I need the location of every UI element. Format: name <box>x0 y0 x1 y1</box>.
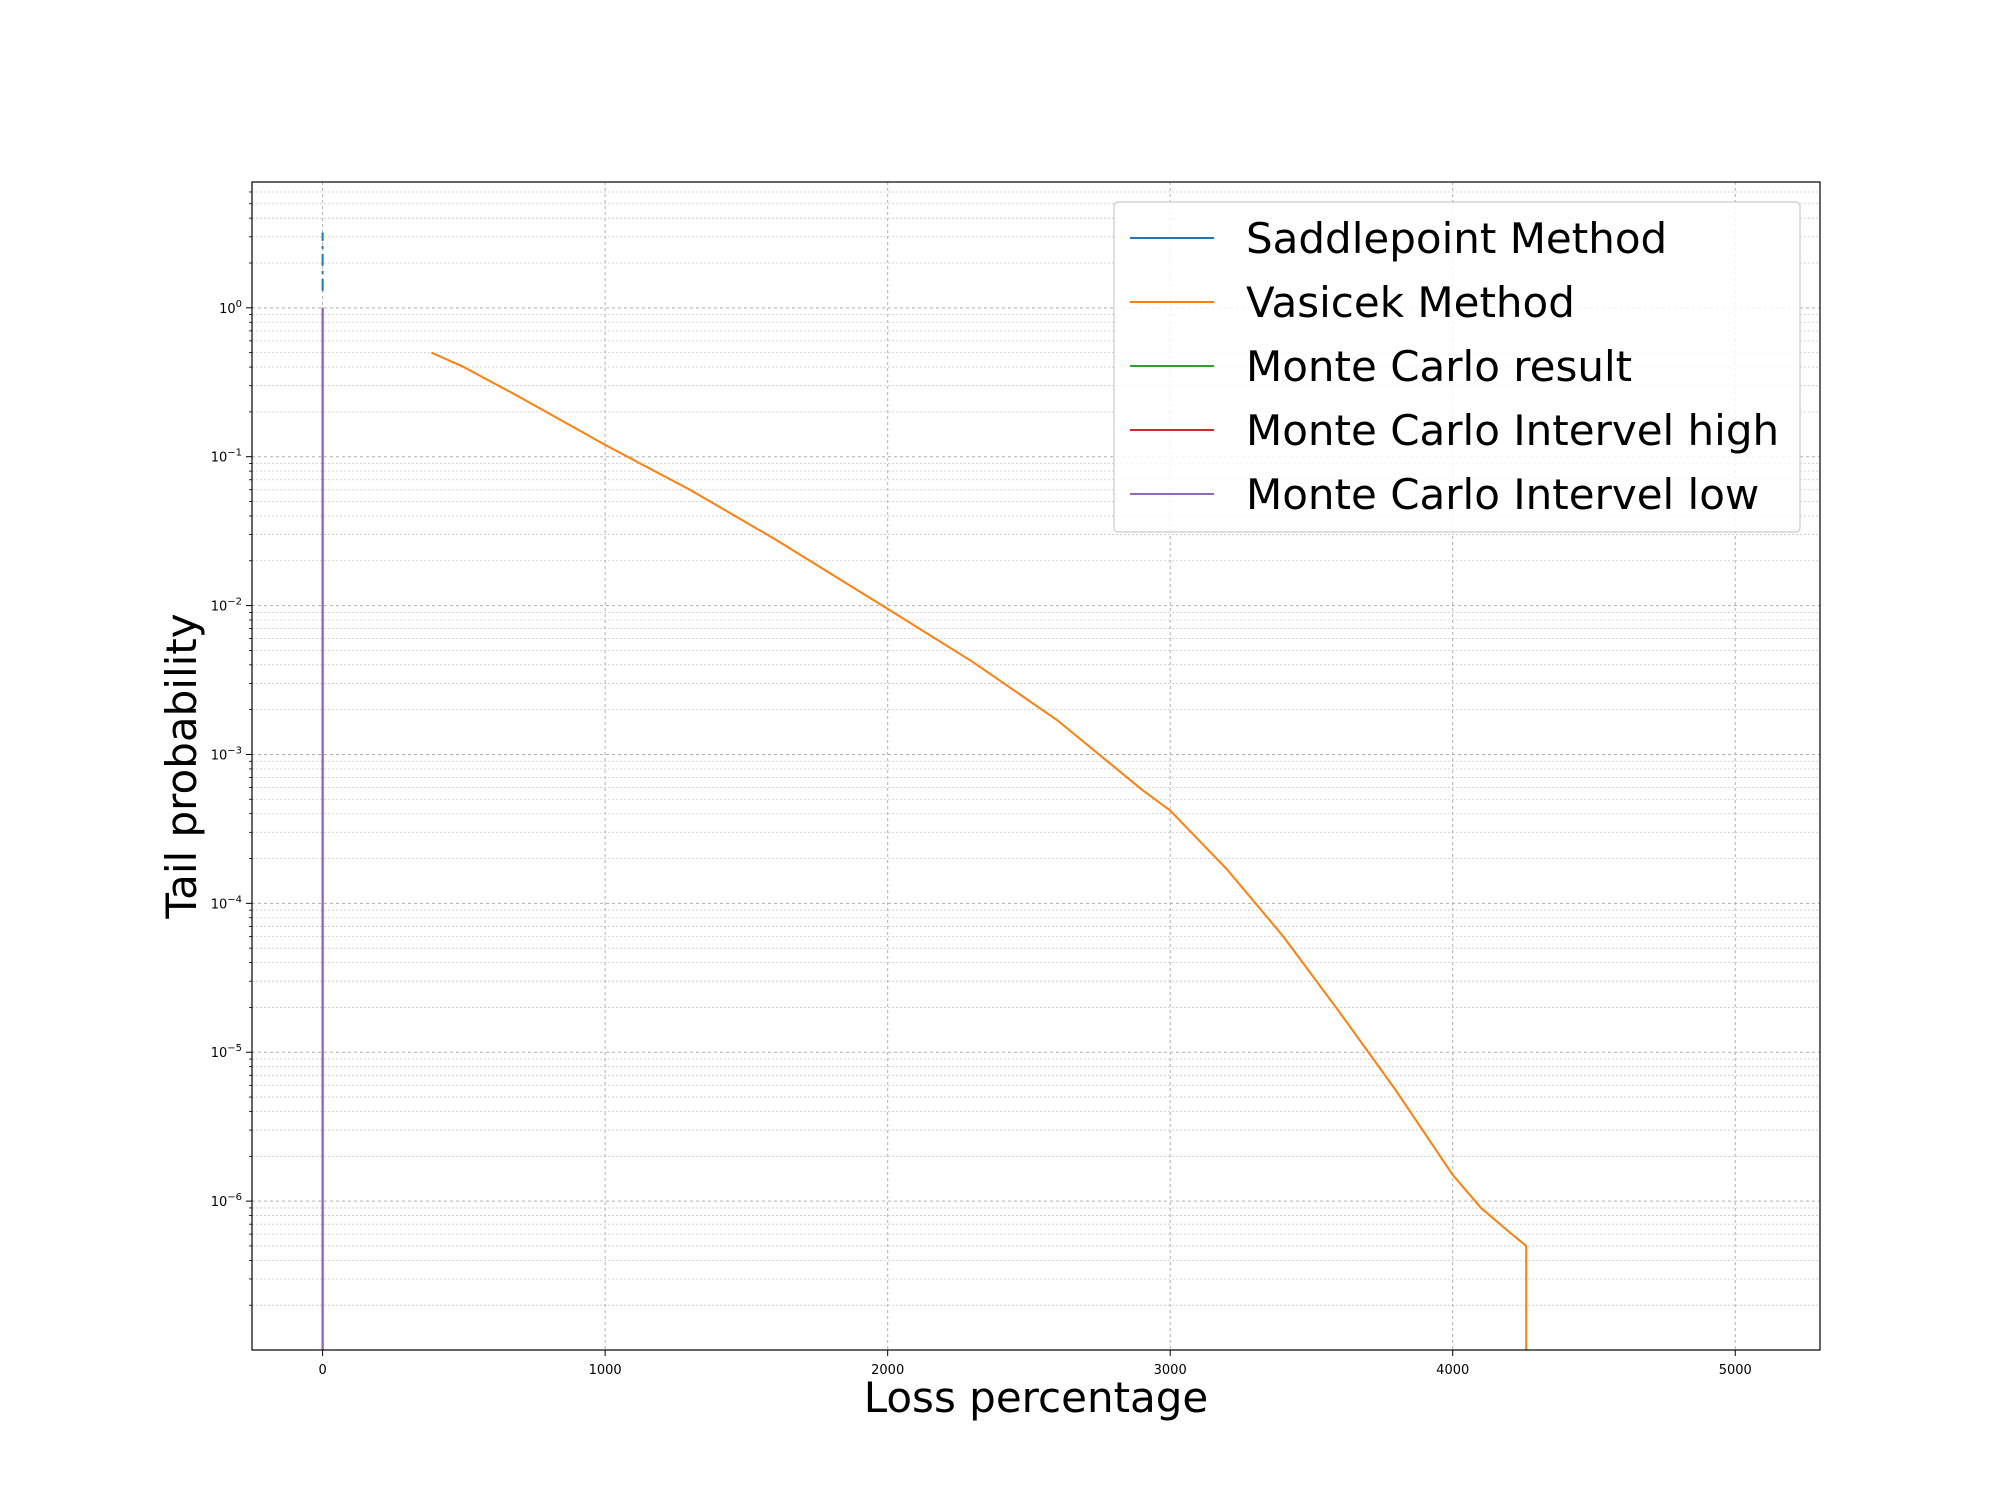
legend-label: Monte Carlo Intervel high <box>1246 406 1779 455</box>
y-tick-label: 10−3 <box>211 745 242 763</box>
legend-label: Saddlepoint Method <box>1246 214 1667 263</box>
legend-label: Vasicek Method <box>1246 278 1575 327</box>
x-tick-label: 3000 <box>1154 1363 1187 1378</box>
plot-frame <box>251 181 1821 1351</box>
y-tick-label: 10−2 <box>211 597 242 615</box>
y-tick-label: 100 <box>219 299 242 317</box>
y-tick-label: 10−4 <box>211 894 242 912</box>
legend-label: Monte Carlo Intervel low <box>1246 470 1759 519</box>
x-tick-label: 0 <box>318 1363 326 1378</box>
legend-label: Monte Carlo result <box>1246 342 1632 391</box>
y-tick-label: 10−6 <box>211 1192 242 1210</box>
y-axis-title: Tail probability <box>157 613 206 919</box>
grid-minor <box>252 191 1820 1306</box>
y-tick-label: 10−5 <box>211 1043 242 1061</box>
x-tick-label: 5000 <box>1719 1363 1752 1378</box>
series-layer <box>321 232 1528 1350</box>
x-tick-label: 2000 <box>871 1363 904 1378</box>
ticks-layer: 100 10−1 10−2 10−3 10−4 10−5 10−6 0 1000 2000 3000… <box>211 191 1752 1378</box>
x-axis-title: Loss percentage <box>864 1373 1209 1422</box>
legend: Saddlepoint Method Vasicek Method Monte Ca… <box>1113 201 1801 533</box>
x-tick-label: 4000 <box>1436 1363 1469 1378</box>
series-line-vasicek-method <box>430 351 1528 1350</box>
x-tick-label: 1000 <box>589 1363 622 1378</box>
y-tick-label: 10−1 <box>211 448 242 466</box>
legend-box <box>1113 201 1801 533</box>
